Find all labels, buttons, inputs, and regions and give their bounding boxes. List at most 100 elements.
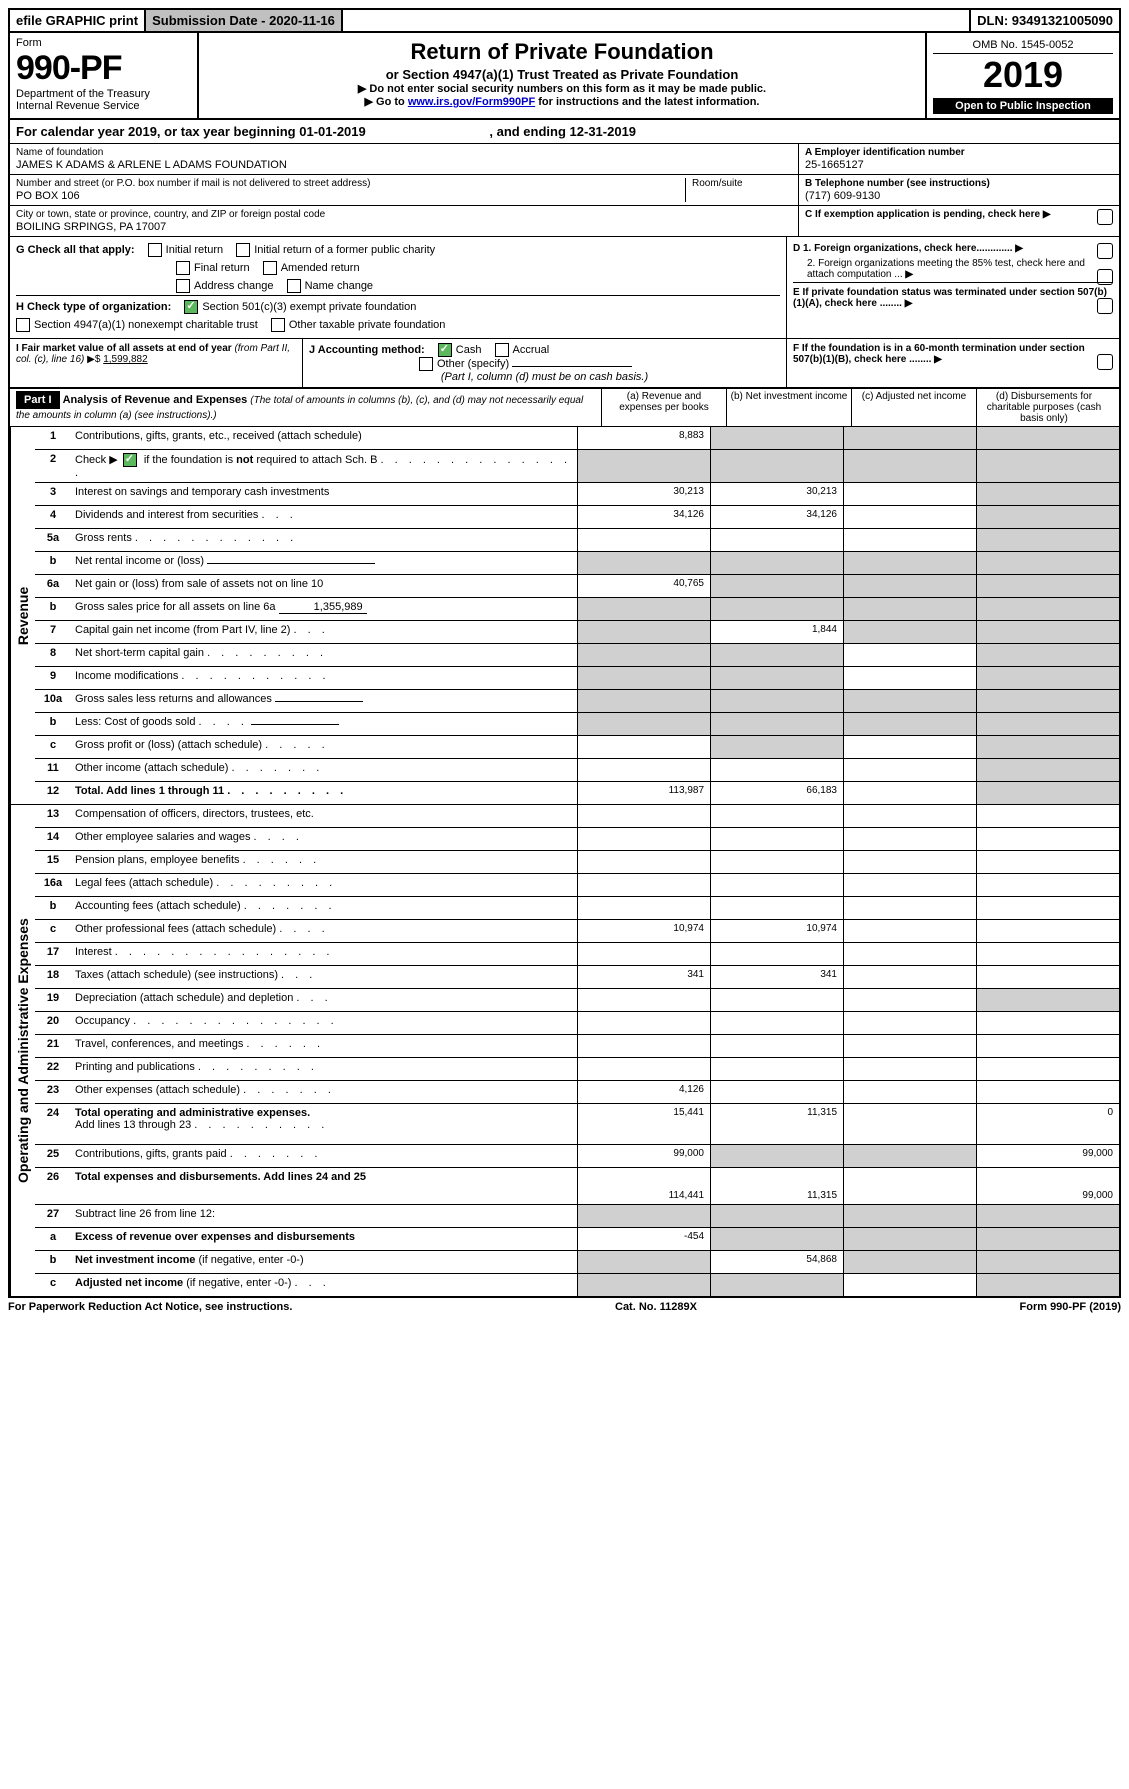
row-label: Interest . . . . . . . . . . . . . . . .: [71, 943, 577, 965]
amended-checkbox[interactable]: [263, 261, 277, 275]
val-c: [843, 782, 976, 804]
row-num: 6a: [35, 575, 71, 597]
row-num: 21: [35, 1035, 71, 1057]
other-specify-checkbox[interactable]: [419, 357, 433, 371]
val-a: [577, 552, 710, 574]
val-d: [976, 851, 1119, 873]
section4947-checkbox[interactable]: [16, 318, 30, 332]
row-num: 20: [35, 1012, 71, 1034]
row-label: Pension plans, employee benefits . . . .…: [71, 851, 577, 873]
val-a: [577, 989, 710, 1011]
val-a: 99,000: [577, 1145, 710, 1167]
ein-label: A Employer identification number: [805, 147, 1113, 158]
expenses-section: Operating and Administrative Expenses 13…: [10, 805, 1119, 1296]
row-label: Interest on savings and temporary cash i…: [71, 483, 577, 505]
row-label: Contributions, gifts, grants paid . . . …: [71, 1145, 577, 1167]
val-c: [843, 1035, 976, 1057]
row-label: Depreciation (attach schedule) and deple…: [71, 989, 577, 1011]
title-main: Return of Private Foundation: [205, 39, 919, 65]
val-b: [710, 736, 843, 758]
val-a: 30,213: [577, 483, 710, 505]
cash-checkbox[interactable]: [438, 343, 452, 357]
section501-checkbox[interactable]: [184, 300, 198, 314]
calendar-year-row: For calendar year 2019, or tax year begi…: [10, 120, 1119, 144]
footer: For Paperwork Reduction Act Notice, see …: [8, 1298, 1121, 1316]
d1-checkbox[interactable]: [1097, 243, 1113, 259]
irs-link[interactable]: www.irs.gov/Form990PF: [408, 96, 535, 108]
row-label: Net rental income or (loss): [71, 552, 577, 574]
e-label: E If private foundation status was termi…: [793, 287, 1107, 309]
val-c: [843, 598, 976, 620]
addr-change-checkbox[interactable]: [176, 279, 190, 293]
row-label: Excess of revenue over expenses and disb…: [71, 1228, 577, 1250]
initial-return-checkbox[interactable]: [148, 243, 162, 257]
val-c: [843, 1168, 976, 1204]
val-c: [843, 851, 976, 873]
telephone-value: (717) 609-9130: [805, 189, 1113, 202]
val-c: [843, 943, 976, 965]
val-d: [976, 736, 1119, 758]
val-b: [710, 713, 843, 735]
val-d: [976, 920, 1119, 942]
name-change-checkbox[interactable]: [287, 279, 301, 293]
val-c: [843, 690, 976, 712]
val-c: [843, 874, 976, 896]
f-checkbox[interactable]: [1097, 354, 1113, 370]
val-c: [843, 552, 976, 574]
part1-header: Part I Analysis of Revenue and Expenses …: [10, 389, 1119, 427]
val-c: [843, 450, 976, 482]
row-num: 14: [35, 828, 71, 850]
row-label: Income modifications . . . . . . . . . .…: [71, 667, 577, 689]
val-b: [710, 805, 843, 827]
cal-mid: , and ending: [489, 124, 569, 139]
j-label: J Accounting method:: [309, 344, 425, 356]
val-c: [843, 483, 976, 505]
val-c: [843, 529, 976, 551]
val-a: [577, 736, 710, 758]
row-num: 27: [35, 1205, 71, 1227]
form-word: Form: [16, 37, 191, 49]
val-a: [577, 1251, 710, 1273]
row-num: 13: [35, 805, 71, 827]
val-d: 99,000: [976, 1168, 1119, 1204]
val-d: [976, 450, 1119, 482]
g-h-left: G Check all that apply: Initial return I…: [10, 237, 787, 338]
row-label: Check ▶ if the foundation is not require…: [71, 450, 577, 482]
val-a: 40,765: [577, 575, 710, 597]
row-label: Less: Cost of goods sold . . . .: [71, 713, 577, 735]
row-label: Printing and publications . . . . . . . …: [71, 1058, 577, 1080]
spacer: [343, 10, 969, 31]
header-right: OMB No. 1545-0052 2019 Open to Public In…: [925, 33, 1119, 118]
val-d: [976, 897, 1119, 919]
val-b: [710, 897, 843, 919]
val-a: [577, 598, 710, 620]
row-num: 1: [35, 427, 71, 449]
row-25: 25 Contributions, gifts, grants paid . .…: [35, 1145, 1119, 1168]
row-num: 26: [35, 1168, 71, 1204]
analysis-title-cell: Part I Analysis of Revenue and Expenses …: [10, 389, 602, 426]
val-d: [976, 621, 1119, 643]
row-27c: c Adjusted net income (if negative, ente…: [35, 1274, 1119, 1296]
tax-year: 2019: [933, 54, 1113, 96]
row-num: c: [35, 1274, 71, 1296]
val-b: [710, 943, 843, 965]
other-specify-label: Other (specify): [437, 358, 509, 370]
row-num: 9: [35, 667, 71, 689]
accrual-checkbox[interactable]: [495, 343, 509, 357]
val-a: 8,883: [577, 427, 710, 449]
row-8: 8 Net short-term capital gain . . . . . …: [35, 644, 1119, 667]
e-checkbox[interactable]: [1097, 298, 1113, 314]
row-label: Net short-term capital gain . . . . . . …: [71, 644, 577, 666]
c-checkbox[interactable]: [1097, 209, 1113, 225]
sch-b-checkbox[interactable]: [123, 453, 137, 467]
dept-line1: Department of the Treasury: [16, 88, 191, 100]
f-block: F If the foundation is in a 60-month ter…: [787, 339, 1119, 387]
d2-checkbox[interactable]: [1097, 269, 1113, 285]
header-center: Return of Private Foundation or Section …: [199, 33, 925, 118]
row-1: 1 Contributions, gifts, grants, etc., re…: [35, 427, 1119, 450]
val-d: [976, 759, 1119, 781]
initial-former-checkbox[interactable]: [236, 243, 250, 257]
info-right: A Employer identification number 25-1665…: [799, 144, 1119, 236]
final-return-checkbox[interactable]: [176, 261, 190, 275]
other-taxable-checkbox[interactable]: [271, 318, 285, 332]
